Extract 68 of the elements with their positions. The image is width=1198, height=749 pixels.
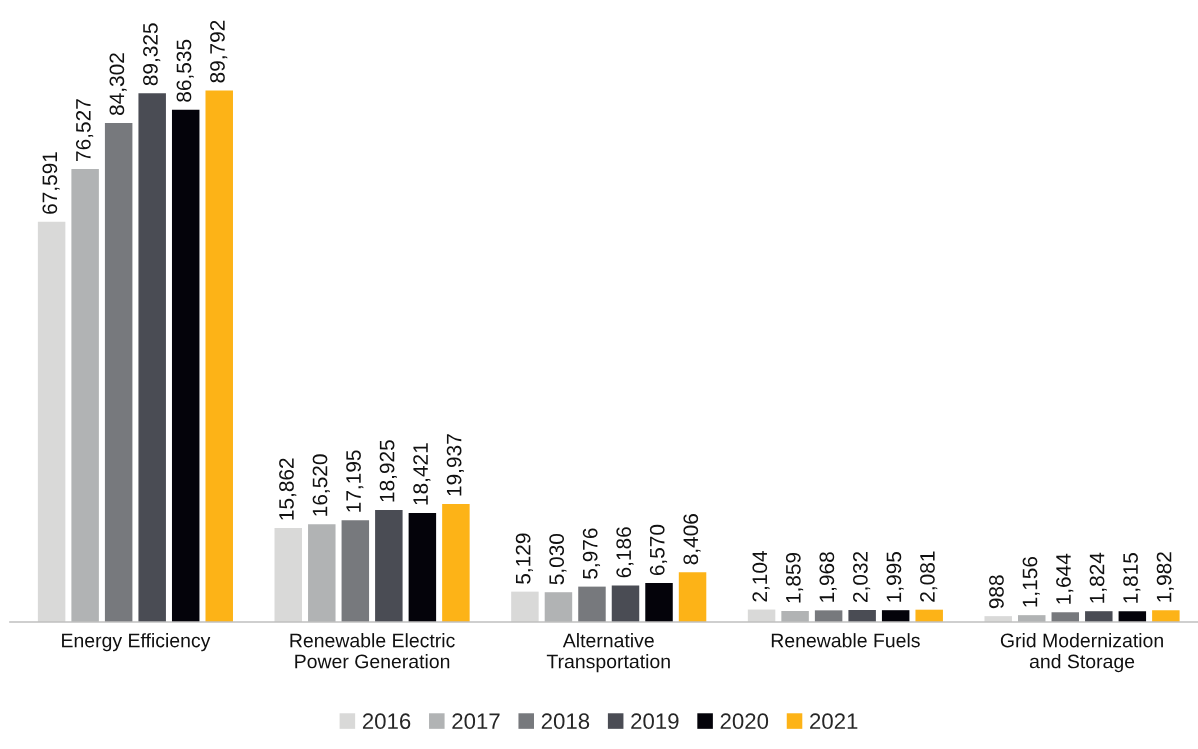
bar [814, 610, 843, 622]
data-label: 6,186 [616, 527, 634, 578]
data-label: 89,325 [143, 23, 161, 86]
bar [308, 524, 336, 622]
data-label: 2,032 [852, 551, 871, 602]
bar [781, 610, 809, 622]
data-label: 2,104 [752, 551, 770, 602]
legend-label: 2017 [452, 713, 500, 730]
data-label: 8,406 [683, 514, 701, 565]
bar [37, 221, 66, 622]
data-label: 67,591 [42, 152, 60, 214]
bar [375, 509, 403, 622]
bar [138, 93, 166, 622]
data-label: 16,520 [312, 454, 330, 516]
data-label: 89,792 [210, 20, 228, 83]
bar [1118, 611, 1147, 622]
data-label: 1,644 [1056, 553, 1074, 604]
legend-label: 2020 [720, 713, 769, 730]
x-tick-label: Energy Efficiency [62, 633, 211, 652]
data-label: 1,824 [1089, 552, 1107, 603]
legend-label: 2018 [541, 713, 590, 730]
x-tick-label: Renewable Fuels [771, 633, 920, 648]
data-label: 19,937 [446, 434, 464, 496]
data-label: 5,129 [515, 533, 533, 584]
bar [1085, 611, 1113, 622]
data-label: 988 [989, 575, 1004, 609]
legend-label: 2016 [362, 713, 411, 730]
legend-label: 2021 [810, 713, 858, 730]
x-tick-label: Grid Modernization and Storage [1000, 633, 1163, 673]
data-label: 1,859 [785, 552, 804, 603]
data-label: 2,081 [920, 551, 938, 602]
bar [578, 586, 606, 622]
data-label: 1,982 [1156, 552, 1174, 602]
bar [171, 109, 200, 622]
data-label: 18,421 [413, 443, 431, 505]
data-label: 5,976 [582, 528, 601, 579]
bar [645, 583, 673, 622]
data-label: 15,862 [279, 458, 297, 520]
bar [511, 591, 539, 622]
bar [848, 609, 876, 622]
bar [881, 610, 910, 622]
data-label: 6,570 [649, 524, 668, 576]
data-label: 5,030 [549, 533, 567, 585]
bar [442, 503, 470, 622]
bar [1152, 610, 1180, 622]
bar [408, 512, 437, 622]
bar [104, 122, 133, 622]
x-tick-label: Renewable Electric Power Generation [290, 633, 455, 669]
data-label: 1,968 [819, 552, 837, 602]
data-label: 1,815 [1123, 553, 1141, 603]
legend-label: 2019 [631, 713, 679, 730]
bar [274, 528, 303, 622]
bar [71, 168, 99, 622]
bar [544, 592, 573, 622]
data-label: 1,995 [886, 551, 904, 602]
data-label: 76,527 [75, 99, 94, 161]
data-label: 18,925 [379, 440, 397, 502]
data-label: 86,535 [176, 39, 194, 102]
bar [678, 572, 707, 622]
data-label: 84,302 [109, 53, 127, 116]
data-label: 17,195 [346, 450, 364, 512]
bar [341, 520, 370, 622]
bar [1051, 612, 1080, 622]
data-label: 1,156 [1022, 556, 1040, 607]
bar [205, 90, 233, 622]
x-tick-label: Alternative Transportation [546, 633, 670, 673]
bar [915, 609, 943, 622]
bar [611, 585, 640, 622]
